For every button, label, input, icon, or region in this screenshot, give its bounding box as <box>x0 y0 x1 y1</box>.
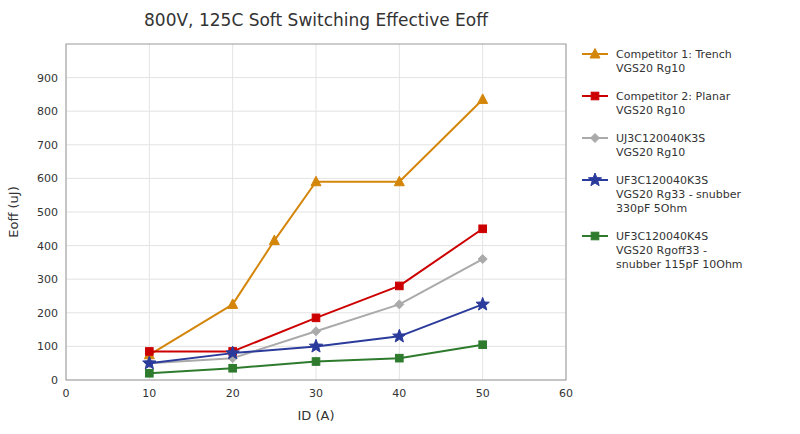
point-marker <box>146 348 154 356</box>
legend-label-line: VGS20 Rgoff33 - <box>616 244 707 257</box>
point-marker <box>479 225 487 233</box>
point-marker <box>269 235 279 245</box>
point-marker <box>146 369 154 377</box>
series <box>146 225 487 355</box>
series-line <box>149 99 482 354</box>
x-tick-label: 20 <box>226 387 240 400</box>
plot-data <box>143 94 490 377</box>
legend-label-line: VGS20 Rg33 - snubber <box>616 188 742 201</box>
y-tick-label: 500 <box>37 206 58 219</box>
x-tick-label: 10 <box>142 387 156 400</box>
y-tick-label: 800 <box>37 105 58 118</box>
point-marker <box>394 176 404 186</box>
y-tick-label: 100 <box>37 340 58 353</box>
point-marker <box>478 94 488 104</box>
point-marker <box>309 339 322 352</box>
x-tick-label: 60 <box>559 387 573 400</box>
legend-swatch-marker <box>591 232 599 240</box>
series-line <box>149 304 482 363</box>
legend-label-line: UF3C120040K4S <box>616 230 708 243</box>
legend-label: Competitor 1: TrenchVGS20 Rg10 <box>616 48 732 75</box>
legend-label: UJ3C120040K3SVGS20 Rg10 <box>616 132 705 159</box>
y-tick-label: 700 <box>37 139 58 152</box>
legend-label: UF3C120040K4SVGS20 Rgoff33 -snubber 115p… <box>616 230 743 271</box>
legend-label-line: Competitor 2: Planar <box>616 90 731 103</box>
x-axis-label: ID (A) <box>297 408 334 423</box>
point-marker <box>312 314 320 322</box>
y-tick-label: 200 <box>37 307 58 320</box>
point-marker <box>229 364 237 372</box>
legend: Competitor 1: TrenchVGS20 Rg10Competitor… <box>582 48 743 271</box>
series-line <box>149 229 482 352</box>
y-tick-label: 0 <box>51 374 58 387</box>
x-grid-line <box>149 44 150 380</box>
point-marker <box>312 327 321 336</box>
legend-swatch-marker <box>591 92 599 100</box>
x-grid-line <box>232 44 233 380</box>
legend-label: UF3C120040K3SVGS20 Rg33 - snubber330pF 5… <box>616 174 742 215</box>
point-marker <box>393 329 406 342</box>
series-line <box>149 259 482 363</box>
legend-swatch-marker <box>591 134 600 143</box>
legend-label-line: snubber 115pF 10Ohm <box>616 258 743 271</box>
point-marker <box>478 255 487 264</box>
y-tick-label: 300 <box>37 273 58 286</box>
legend-label-line: VGS20 Rg10 <box>616 146 685 159</box>
x-tick-label: 40 <box>392 387 406 400</box>
y-tick-label: 900 <box>37 72 58 85</box>
series <box>143 297 490 368</box>
point-marker <box>476 297 489 310</box>
point-marker <box>228 299 238 309</box>
point-marker <box>396 282 404 290</box>
chart-container: 800V, 125C Soft Switching Effective Eoff… <box>0 0 800 434</box>
y-axis-label: Eoff (uJ) <box>6 186 21 237</box>
series <box>144 94 487 359</box>
series-line <box>149 345 482 374</box>
legend-label-line: VGS20 Rg10 <box>616 104 685 117</box>
legend-label-line: VGS20 Rg10 <box>616 62 685 75</box>
point-marker <box>143 356 156 369</box>
x-tick-label: 30 <box>309 387 323 400</box>
x-tick-label: 0 <box>63 387 70 400</box>
point-marker <box>226 346 239 359</box>
x-tick-label: 50 <box>476 387 490 400</box>
grid <box>66 44 566 380</box>
legend-label-line: UF3C120040K3S <box>616 174 708 187</box>
series <box>145 255 487 368</box>
y-tick-label: 400 <box>37 240 58 253</box>
legend-label-line: UJ3C120040K3S <box>616 132 705 145</box>
point-marker <box>479 341 487 349</box>
legend-swatch-marker <box>590 49 600 59</box>
legend-swatch-marker <box>588 173 601 186</box>
chart-title: 800V, 125C Soft Switching Effective Eoff <box>144 10 489 30</box>
legend-label-line: Competitor 1: Trench <box>616 48 732 61</box>
chart-svg: 800V, 125C Soft Switching Effective Eoff… <box>0 0 800 434</box>
point-marker <box>396 354 404 362</box>
point-marker <box>395 300 404 309</box>
point-marker <box>312 358 320 366</box>
point-marker <box>311 176 321 186</box>
y-tick-label: 600 <box>37 172 58 185</box>
plot-frame <box>66 44 566 380</box>
series <box>146 341 487 377</box>
legend-label: Competitor 2: PlanarVGS20 Rg10 <box>616 90 731 117</box>
legend-label-line: 330pF 5Ohm <box>616 202 687 215</box>
